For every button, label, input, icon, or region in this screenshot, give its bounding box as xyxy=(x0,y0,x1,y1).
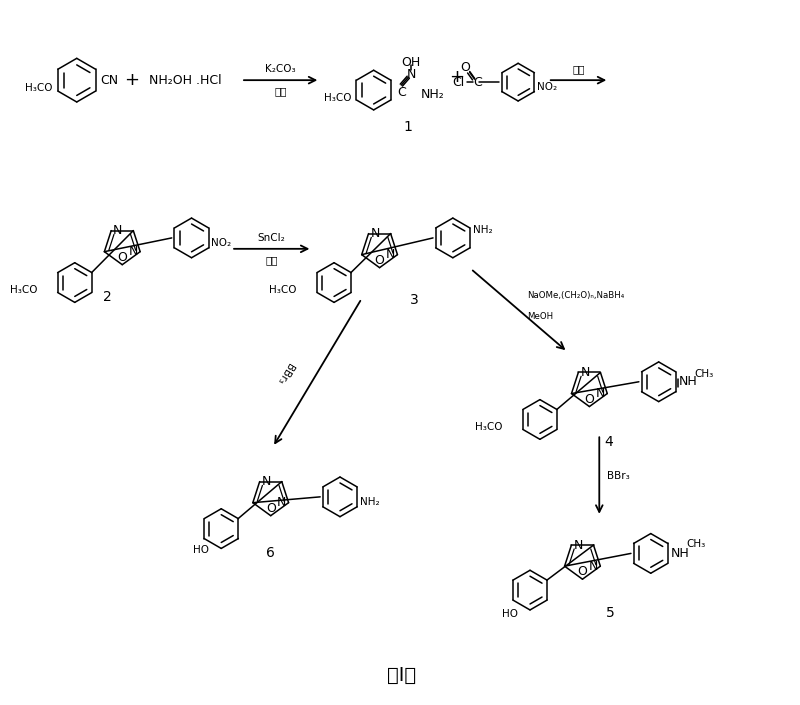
Text: HO: HO xyxy=(502,609,518,619)
Text: N: N xyxy=(386,248,395,261)
Text: 乙醇: 乙醇 xyxy=(266,255,278,265)
Text: 乙醇: 乙醇 xyxy=(274,86,287,96)
Text: NaOMe,(CH₂O)ₙ,NaBH₄: NaOMe,(CH₂O)ₙ,NaBH₄ xyxy=(527,291,624,300)
Text: O: O xyxy=(585,393,594,405)
Text: CN: CN xyxy=(101,73,118,87)
Text: N: N xyxy=(596,387,606,400)
Text: NH₂: NH₂ xyxy=(421,87,445,101)
Text: N: N xyxy=(278,496,286,509)
Text: O: O xyxy=(578,565,587,578)
Text: H₃CO: H₃CO xyxy=(26,83,53,93)
Text: 4: 4 xyxy=(605,436,614,449)
Text: H₃CO: H₃CO xyxy=(269,286,297,295)
Text: OH: OH xyxy=(402,56,421,69)
Text: NO₂: NO₂ xyxy=(211,238,231,248)
Text: N: N xyxy=(113,224,122,237)
Text: N: N xyxy=(589,560,598,572)
Text: BBr₃: BBr₃ xyxy=(607,470,630,481)
Text: NO₂: NO₂ xyxy=(537,82,557,92)
Text: N: N xyxy=(406,68,416,80)
Text: O: O xyxy=(374,254,385,266)
Text: NH: NH xyxy=(670,547,690,560)
Text: C: C xyxy=(397,85,406,99)
Text: NH₂OH .HCl: NH₂OH .HCl xyxy=(150,73,222,87)
Text: SnCl₂: SnCl₂ xyxy=(258,233,286,243)
Text: BBr₃: BBr₃ xyxy=(274,360,294,385)
Text: NH₂: NH₂ xyxy=(360,497,379,507)
Text: K₂CO₃: K₂CO₃ xyxy=(266,64,296,74)
Text: H₃CO: H₃CO xyxy=(474,422,502,432)
Text: 甲苯: 甲苯 xyxy=(572,64,585,74)
Text: O: O xyxy=(118,251,127,264)
Text: N: N xyxy=(370,227,380,240)
Text: CH₃: CH₃ xyxy=(694,369,714,379)
Text: NH: NH xyxy=(678,375,698,388)
Text: O: O xyxy=(461,61,470,74)
Text: C: C xyxy=(474,75,482,89)
Text: +: + xyxy=(450,68,464,86)
Text: （I）: （I） xyxy=(386,666,416,685)
Text: +: + xyxy=(124,71,138,89)
Text: Cl: Cl xyxy=(453,75,465,89)
Text: NH₂: NH₂ xyxy=(473,225,492,235)
Text: N: N xyxy=(574,539,582,551)
Text: N: N xyxy=(129,245,138,258)
Text: 2: 2 xyxy=(103,290,112,305)
Text: HO: HO xyxy=(194,546,210,556)
Text: H₃CO: H₃CO xyxy=(10,286,37,295)
Text: O: O xyxy=(266,502,276,515)
Text: 3: 3 xyxy=(410,293,418,307)
Text: H₃CO: H₃CO xyxy=(324,93,352,103)
Text: CH₃: CH₃ xyxy=(686,539,706,549)
Text: MeOH: MeOH xyxy=(527,312,553,321)
Text: N: N xyxy=(262,475,271,488)
Text: 1: 1 xyxy=(404,120,413,134)
Text: 6: 6 xyxy=(266,546,275,560)
Text: N: N xyxy=(580,366,590,379)
Text: 5: 5 xyxy=(606,606,614,620)
